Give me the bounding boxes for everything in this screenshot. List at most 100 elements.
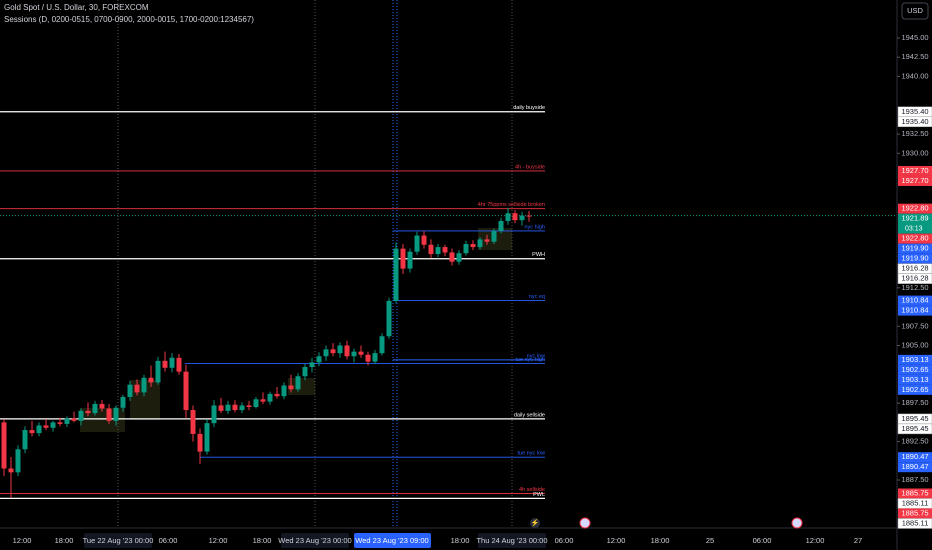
- candle-body: [274, 393, 280, 397]
- candle-body: [295, 376, 301, 390]
- level-name: 4hr 75ppms sellside broken: [478, 202, 545, 208]
- candle-body: [316, 356, 322, 363]
- price-box-label: 1895.45: [901, 414, 928, 423]
- x-tick-label: 18:00: [451, 536, 470, 545]
- x-tick-label: 06:00: [159, 536, 178, 545]
- level-name: 4h sellside: [519, 487, 545, 493]
- x-tick-label: 06:00: [555, 536, 574, 545]
- level-name: daily sellside: [514, 412, 545, 418]
- candle-body: [176, 357, 182, 372]
- currency-button[interactable]: [901, 2, 929, 20]
- price-box: [898, 364, 932, 375]
- price-box: [898, 354, 932, 365]
- candle-body: [351, 351, 357, 357]
- currency-label[interactable]: USD: [907, 6, 923, 15]
- price-box-label: 1935.40: [901, 107, 928, 116]
- candle-body: [435, 247, 441, 255]
- price-box: [898, 253, 932, 264]
- price-box-label: 1903.13: [901, 375, 928, 384]
- price-box-label: 1890.47: [901, 452, 928, 461]
- x-tick-label: 18:00: [253, 536, 272, 545]
- candle-body: [218, 405, 224, 411]
- price-box-label: 1919.90: [901, 254, 928, 263]
- candle-body: [141, 377, 147, 393]
- candle-body: [106, 408, 112, 421]
- crosshair-time-label: Wed 23 Aug '23 09:00: [355, 536, 428, 545]
- price-box-label: 1927.70: [901, 176, 928, 185]
- candle-body: [323, 349, 329, 357]
- level-name: PWH: [532, 252, 545, 258]
- price-box-label: 1935.40: [901, 117, 928, 126]
- y-tick-label: 1940.00: [901, 71, 928, 80]
- price-box-label: 1916.28: [901, 264, 928, 273]
- candle-body: [288, 385, 294, 390]
- candle-body: [470, 244, 476, 248]
- price-box-label: 1927.70: [901, 166, 928, 175]
- candle-body: [519, 215, 525, 221]
- candle-body: [449, 252, 455, 262]
- price-box: [898, 175, 932, 186]
- price-box: [897, 518, 932, 529]
- level-name: nyc high: [525, 224, 546, 230]
- candle-body: [239, 405, 245, 411]
- price-box: [898, 488, 932, 499]
- level-name: nyc eq: [529, 294, 545, 300]
- time-label-box: [281, 533, 349, 548]
- candle-body: [365, 354, 371, 362]
- candle-body: [484, 239, 490, 242]
- flag-icon[interactable]: [579, 517, 591, 529]
- candle-body: [71, 418, 77, 421]
- price-box-label: 1910.84: [901, 306, 928, 315]
- y-tick-label: 1907.50: [901, 321, 928, 330]
- y-tick-label: 1887.50: [901, 475, 928, 484]
- event-icon[interactable]: [530, 518, 540, 528]
- candle-body: [414, 235, 420, 252]
- price-box: [898, 233, 932, 244]
- candle-body: [505, 213, 511, 221]
- price-box: [897, 273, 932, 284]
- candle-body: [428, 244, 434, 255]
- x-tick-label: 06:00: [753, 536, 772, 545]
- level-name: nyc low: [527, 353, 545, 359]
- price-box: [898, 165, 932, 176]
- candle-body: [148, 377, 154, 383]
- price-box: [898, 462, 932, 473]
- y-tick-label: 1942.50: [901, 52, 928, 61]
- last-price-box: [898, 213, 932, 234]
- candle-body: [253, 399, 259, 407]
- candle-body: [204, 423, 210, 452]
- candle-body: [78, 410, 84, 421]
- price-box-label: 1895.45: [901, 424, 928, 433]
- candle-body: [302, 367, 308, 377]
- price-box-label: 1922.80: [901, 204, 928, 213]
- price-box-label: 1885.75: [901, 488, 928, 497]
- candle-body: [64, 418, 70, 424]
- session-box: [288, 378, 315, 395]
- x-tick-label: 12:00: [13, 536, 32, 545]
- x-tick-label: 12:00: [607, 536, 626, 545]
- price-box-label: 1885.11: [902, 498, 929, 507]
- y-tick-label: 1897.50: [901, 398, 928, 407]
- candle-body: [309, 362, 315, 368]
- candle-body: [421, 235, 427, 245]
- crosshair-time-box: [354, 533, 431, 548]
- candle-body: [477, 239, 483, 248]
- x-tick-label: 18:00: [55, 536, 74, 545]
- flag-icon[interactable]: [791, 517, 803, 529]
- candle-body: [197, 433, 203, 452]
- price-box-label: 1916.28: [901, 274, 928, 283]
- y-tick-label: 1905.00: [901, 340, 928, 349]
- candle-body: [372, 353, 378, 362]
- candle-body: [43, 425, 49, 428]
- price-box: [897, 423, 932, 435]
- level-name: PWL: [533, 492, 545, 498]
- candle-body: [36, 425, 42, 434]
- candle-body: [344, 345, 350, 357]
- x-tick-label: Wed 23 Aug '23 00:00: [278, 536, 351, 545]
- time-label-box: [84, 533, 152, 548]
- candle-body: [22, 430, 28, 450]
- y-tick-label: 1932.50: [901, 129, 928, 138]
- price-box-label: 1903.13: [901, 355, 928, 364]
- candle-body: [232, 404, 238, 411]
